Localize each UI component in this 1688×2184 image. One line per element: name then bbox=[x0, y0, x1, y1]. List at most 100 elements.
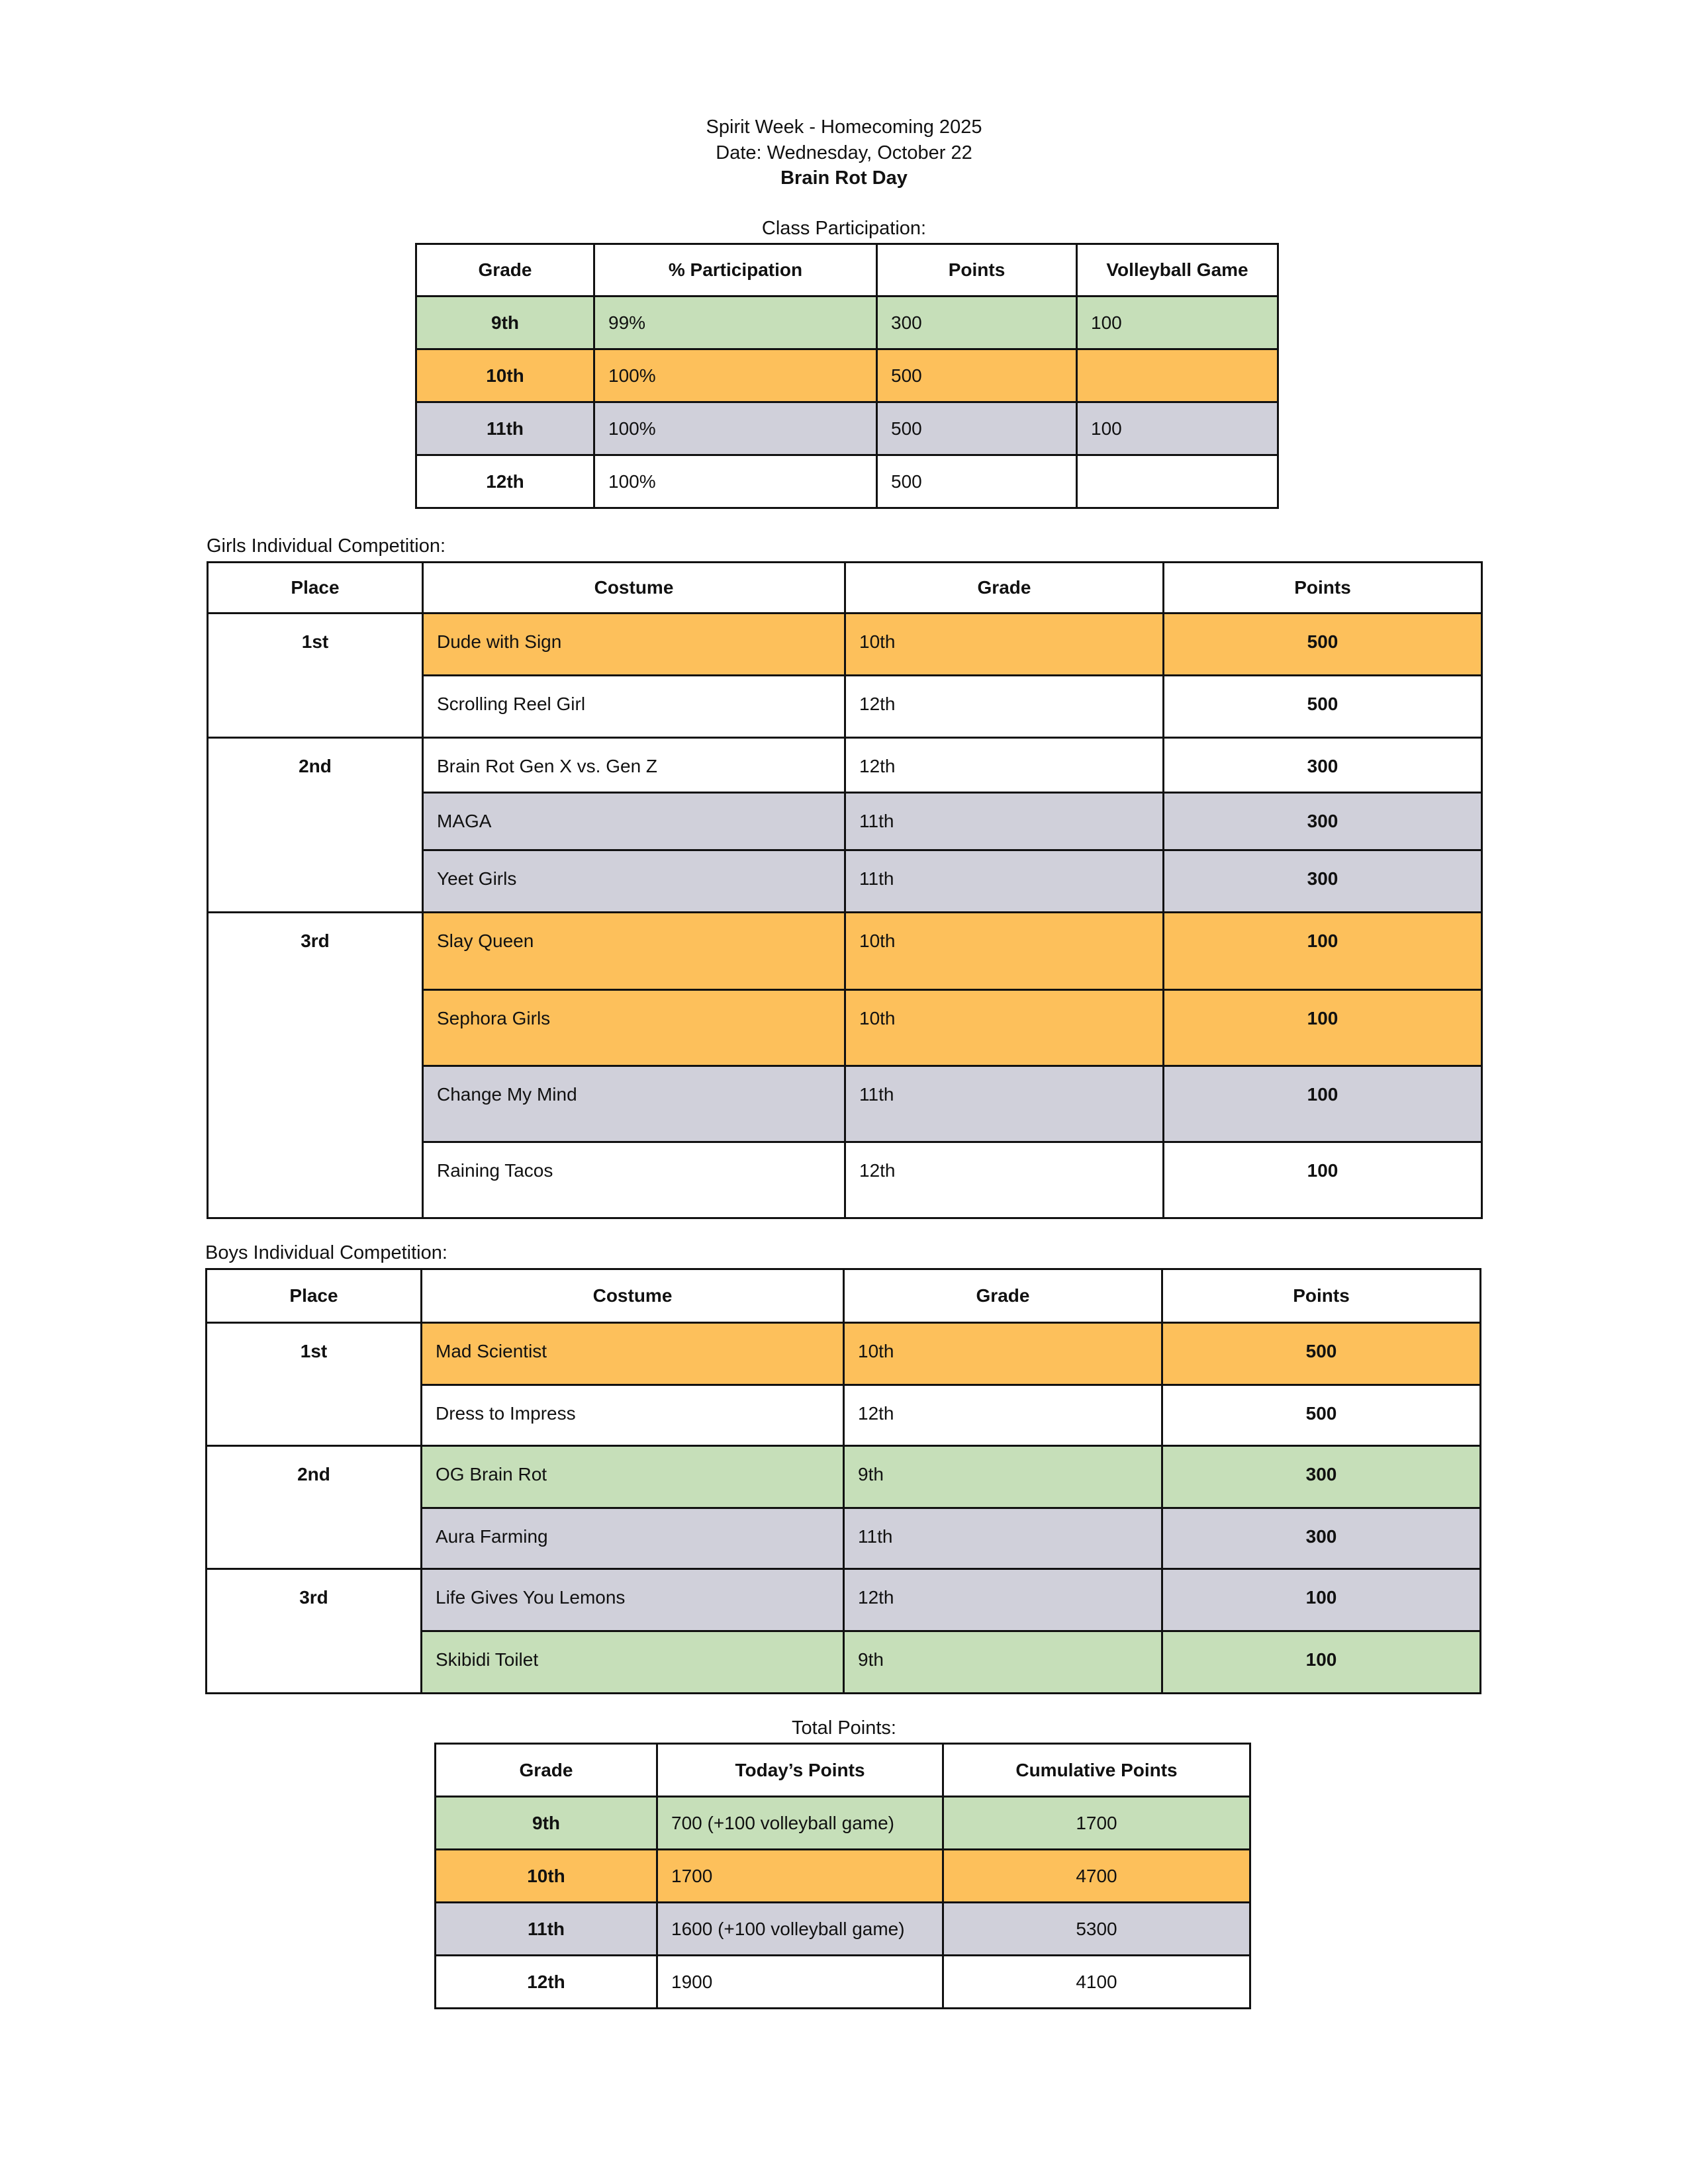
column-header: Costume bbox=[422, 561, 846, 614]
boys-competition-table: Place Costume Grade Points 1st Mad Scientist 1… bbox=[205, 1268, 1481, 1694]
cumulative-points-cell: 5300 bbox=[942, 1901, 1251, 1956]
volleyball-cell bbox=[1076, 348, 1279, 403]
grade-cell: 11th bbox=[844, 849, 1164, 913]
total-points-label: Total Points: bbox=[792, 1717, 896, 1739]
points-cell: 500 bbox=[876, 348, 1078, 403]
grade-cell: 9th bbox=[843, 1630, 1163, 1694]
cumulative-points-cell: 1700 bbox=[942, 1796, 1251, 1850]
table-row: 1st Dude with Sign 10th 500 bbox=[207, 612, 1483, 739]
header-row: Grade% Participation Points Volleyball Gam… bbox=[415, 243, 1279, 297]
participation-cell: 100% bbox=[593, 454, 878, 509]
table-row: Yeet Girls 11th 300 bbox=[208, 849, 1483, 913]
table-row: 12th 100% 500 bbox=[415, 454, 1279, 509]
points-cell: 300 bbox=[1161, 1445, 1481, 1509]
costume-cell: OG Brain Rot bbox=[420, 1445, 845, 1509]
table-row: Aura Farming 11th 300 bbox=[207, 1507, 1481, 1570]
volleyball-cell bbox=[1076, 454, 1279, 509]
header-row: Place Costume Grade Points bbox=[207, 561, 1483, 614]
participation-cell: 100% bbox=[593, 401, 878, 456]
table-row: 11th 1600 (+100 volleyball game) 5300 bbox=[434, 1901, 1251, 1956]
boys-competition-label: Boys Individual Competition: bbox=[205, 1242, 447, 1263]
points-cell: 100 bbox=[1162, 1065, 1483, 1143]
costume-cell: Dress to Impress bbox=[420, 1384, 845, 1447]
table-row: 3rd Life Gives You Lemons 12th 100 bbox=[205, 1568, 1481, 1694]
document-title: Spirit Week - Homecoming 2025 bbox=[706, 116, 982, 138]
points-cell: 300 bbox=[1161, 1507, 1481, 1570]
column-header: Place bbox=[207, 561, 424, 614]
grade-cell: 12th bbox=[843, 1384, 1163, 1447]
table-row: 11th 100% 500 100 bbox=[415, 401, 1279, 456]
costume-cell: Life Gives You Lemons bbox=[420, 1568, 845, 1632]
points-cell: 300 bbox=[1162, 737, 1483, 794]
column-header: Place bbox=[205, 1268, 422, 1324]
document-date: Date: Wednesday, October 22 bbox=[716, 142, 972, 163]
costume-cell: Scrolling Reel Girl bbox=[422, 674, 846, 739]
place-cell: 1st bbox=[207, 612, 424, 739]
column-header: % Participation bbox=[593, 243, 878, 297]
class-participation-label: Class Participation: bbox=[761, 218, 927, 239]
costume-cell: Change My Mind bbox=[422, 1065, 846, 1143]
todays-points-cell: 700 (+100 volleyball game) bbox=[656, 1796, 944, 1850]
grade-cell: 9th bbox=[415, 295, 595, 350]
grade-cell: 12th bbox=[844, 674, 1164, 739]
grade-cell: 12th bbox=[434, 1954, 658, 2009]
grade-cell: 11th bbox=[843, 1507, 1163, 1570]
table-row: Scrolling Reel Girl 12th 500 bbox=[208, 674, 1483, 739]
costume-cell: Dude with Sign bbox=[422, 612, 846, 676]
class-participation-table: Grade% Participation Points Volleyball Gam… bbox=[415, 243, 1279, 509]
girls-competition-table: Place Costume Grade Points 1st Dude with Sign… bbox=[207, 561, 1483, 1219]
column-header: Cumulative Points bbox=[942, 1743, 1251, 1797]
column-header: Volleyball Game bbox=[1076, 243, 1279, 297]
table-row: 3rd Slay Queen 10th 100 bbox=[207, 911, 1483, 1219]
points-cell: 500 bbox=[876, 401, 1078, 456]
grade-cell: 9th bbox=[843, 1445, 1163, 1509]
todays-points-cell: 1700 bbox=[656, 1848, 944, 1903]
participation-cell: 99% bbox=[593, 295, 878, 350]
header-row: Place Costume Grade Points bbox=[205, 1268, 1481, 1324]
points-cell: 500 bbox=[1161, 1322, 1481, 1386]
column-header: Grade bbox=[844, 561, 1164, 614]
place-cell: 2nd bbox=[205, 1445, 422, 1570]
column-header: Today’s Points bbox=[656, 1743, 944, 1797]
table-row: Skibidi Toilet 9th 100 bbox=[207, 1630, 1481, 1694]
points-cell: 100 bbox=[1161, 1630, 1481, 1694]
cumulative-points-cell: 4100 bbox=[942, 1954, 1251, 2009]
table-row: MAGA 11th 300 bbox=[208, 792, 1483, 851]
day-theme: Brain Rot Day bbox=[780, 167, 908, 189]
table-row: 1st Mad Scientist 10th 500 bbox=[205, 1322, 1481, 1447]
grade-cell: 12th bbox=[843, 1568, 1163, 1632]
column-header: Grade bbox=[843, 1268, 1163, 1324]
points-cell: 100 bbox=[1162, 1141, 1483, 1219]
points-cell: 500 bbox=[1162, 674, 1483, 739]
grade-cell: 10th bbox=[434, 1848, 658, 1903]
table-row: 9th 700 (+100 volleyball game) 1700 bbox=[434, 1796, 1251, 1850]
grade-cell: 12th bbox=[415, 454, 595, 509]
grade-cell: 11th bbox=[415, 401, 595, 456]
column-header: Points bbox=[1161, 1268, 1481, 1324]
place-cell: 3rd bbox=[207, 911, 424, 1219]
table-row: 12th 1900 4100 bbox=[434, 1954, 1251, 2009]
todays-points-cell: 1900 bbox=[656, 1954, 944, 2009]
total-points-table: Grade Today’s Points Cumulative Points 9th 7… bbox=[434, 1743, 1251, 2009]
grade-cell: 11th bbox=[844, 1065, 1164, 1143]
grade-cell: 9th bbox=[434, 1796, 658, 1850]
points-cell: 100 bbox=[1161, 1568, 1481, 1632]
grade-cell: 10th bbox=[843, 1322, 1163, 1386]
todays-points-cell: 1600 (+100 volleyball game) bbox=[656, 1901, 944, 1956]
points-cell: 100 bbox=[1162, 989, 1483, 1067]
place-cell: 2nd bbox=[207, 737, 424, 913]
column-header: Grade bbox=[434, 1743, 658, 1797]
table-row: Change My Mind 11th 100 bbox=[208, 1065, 1483, 1143]
column-header: Grade bbox=[415, 243, 595, 297]
volleyball-cell: 100 bbox=[1076, 295, 1279, 350]
volleyball-cell: 100 bbox=[1076, 401, 1279, 456]
costume-cell: Skibidi Toilet bbox=[420, 1630, 845, 1694]
column-header: Costume bbox=[420, 1268, 845, 1324]
grade-cell: 10th bbox=[415, 348, 595, 403]
costume-cell: Raining Tacos bbox=[422, 1141, 846, 1219]
grade-cell: 10th bbox=[844, 911, 1164, 991]
table-row: 2nd Brain Rot Gen X vs. Gen Z 12th 300 bbox=[207, 737, 1483, 913]
grade-cell: 12th bbox=[844, 737, 1164, 794]
costume-cell: Mad Scientist bbox=[420, 1322, 845, 1386]
points-cell: 300 bbox=[876, 295, 1078, 350]
